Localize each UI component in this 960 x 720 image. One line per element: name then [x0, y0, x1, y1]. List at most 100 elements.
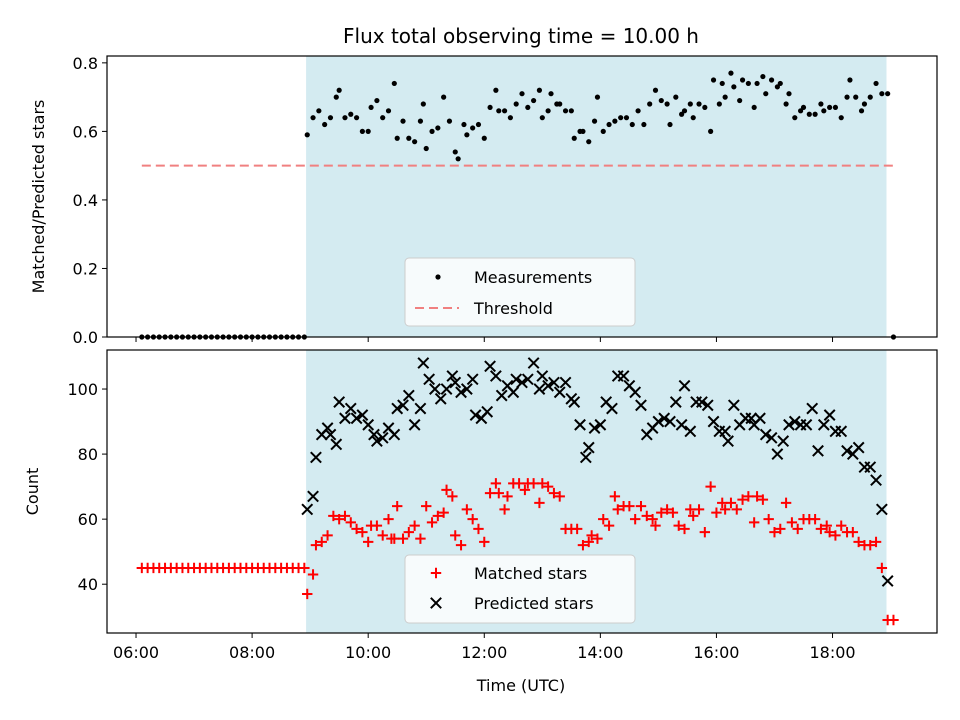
predicted-star-point: [652, 415, 665, 428]
matched-star-point: [534, 497, 545, 509]
predicted-star-point: [870, 474, 882, 487]
predicted-star-point: [324, 428, 337, 441]
measurement-point: [774, 84, 780, 90]
matched-star-point: [467, 513, 478, 525]
predicted-star-point: [362, 418, 375, 431]
chart-title: Flux total observing time = 10.00 h: [343, 24, 699, 48]
predicted-star-point: [440, 383, 453, 395]
measurement-point: [873, 80, 879, 87]
bottom-x-axis-ticks: 06:00 08:00 10:00 12:00 14:00 16:00 18:00: [113, 633, 856, 662]
top-y-tick-label: 0.8: [73, 54, 98, 73]
measurement-point: [786, 91, 792, 97]
measurement-point: [731, 84, 737, 90]
matched-star-point: [876, 562, 888, 574]
predicted-star-point: [481, 405, 494, 418]
predicted-star-point: [489, 370, 502, 382]
predicted-star-point: [582, 441, 595, 454]
x-tick-label: 08:00: [229, 643, 275, 662]
measurement-point: [606, 121, 612, 128]
predicted-star-point: [574, 418, 586, 431]
matched-star-point: [629, 513, 641, 525]
measurement-point: [441, 94, 447, 100]
predicted-star-point: [675, 418, 688, 431]
measurement-point: [800, 104, 807, 111]
predicted-star-point: [484, 360, 496, 373]
matched-star-point: [493, 487, 504, 499]
legend-predicted-marker: [430, 597, 442, 609]
predicted-star-point: [495, 389, 508, 402]
bottom-y-tick-label: 60: [78, 510, 98, 529]
predicted-star-point: [658, 412, 671, 425]
measurement-point: [359, 128, 365, 134]
measurement-point: [374, 97, 380, 104]
predicted-star-point: [568, 396, 581, 408]
predicted-star-point: [722, 435, 734, 447]
predicted-star-point: [310, 451, 322, 464]
matched-star-point: [769, 526, 780, 538]
measurement-point: [580, 128, 586, 134]
matched-star-point: [717, 497, 728, 509]
measurement-point: [647, 101, 653, 107]
predicted-star-point: [617, 370, 630, 382]
predicted-star-point: [429, 383, 441, 395]
measurement-point: [557, 101, 563, 107]
measurement-point: [739, 77, 746, 83]
top-legend-box: [404, 257, 636, 327]
measurement-point: [792, 115, 798, 121]
matched-star-point: [673, 520, 684, 531]
matched-star-point: [426, 517, 438, 528]
measurement-point: [827, 104, 833, 111]
measurement-point: [652, 87, 659, 93]
predicted-star-point: [777, 435, 790, 447]
predicted-star-point: [852, 441, 865, 454]
measurement-point: [455, 156, 461, 162]
measurement-point: [385, 108, 392, 114]
measurement-point: [847, 77, 853, 83]
predicted-star-point: [391, 402, 404, 415]
legend-predicted-label: Predicted stars: [474, 594, 594, 613]
measurement-point: [336, 87, 342, 93]
measurement-point: [812, 111, 818, 117]
predicted-star-point: [536, 370, 549, 382]
measurement-point: [629, 121, 635, 128]
bottom-y-axis-label: Count: [23, 468, 42, 516]
measurement-point: [879, 91, 885, 97]
matched-star-point: [725, 497, 737, 509]
matched-star-point: [415, 533, 426, 544]
matched-star-point: [490, 478, 502, 489]
matched-star-point: [656, 507, 667, 518]
matched-star-point: [577, 539, 589, 551]
top-y-axis-ticks: 0.0 0.2 0.4 0.6 0.8: [73, 54, 107, 347]
legend-measurements-marker: [435, 274, 441, 280]
matched-star-point: [383, 513, 394, 525]
matched-star-point: [693, 504, 705, 515]
measurement-point: [681, 108, 688, 114]
measurement-point: [708, 128, 714, 134]
measurement-point: [353, 115, 360, 121]
measurement-point: [304, 132, 310, 138]
matched-star-point: [542, 481, 554, 492]
matched-star-point: [345, 517, 356, 528]
predicted-star-point: [684, 425, 697, 438]
predicted-star-point: [606, 402, 618, 415]
measurement-point: [821, 108, 827, 114]
matched-star-point: [688, 510, 699, 522]
predicted-star-point: [388, 428, 401, 441]
matched-stars-points: [136, 478, 899, 626]
matched-star-point: [310, 539, 322, 551]
measurement-point: [452, 149, 458, 155]
predicted-star-point: [370, 435, 383, 447]
matched-star-point: [786, 517, 798, 528]
measurement-point: [667, 121, 673, 128]
predicted-star-point: [533, 383, 546, 395]
measurement-point: [420, 101, 426, 107]
matched-star-point: [299, 562, 310, 574]
predicted-star-point: [460, 383, 473, 395]
measurement-point: [417, 118, 424, 124]
matched-star-point: [609, 491, 621, 502]
measurement-point: [728, 70, 734, 76]
top-legend: Measurements Threshold: [404, 257, 636, 327]
matched-star-point: [421, 500, 432, 512]
predicted-star-point: [408, 418, 421, 431]
bottom-panel: 40 60 80 100 06:00 08:00 10:00 12:00 14:00 16:00…: [23, 349, 938, 695]
